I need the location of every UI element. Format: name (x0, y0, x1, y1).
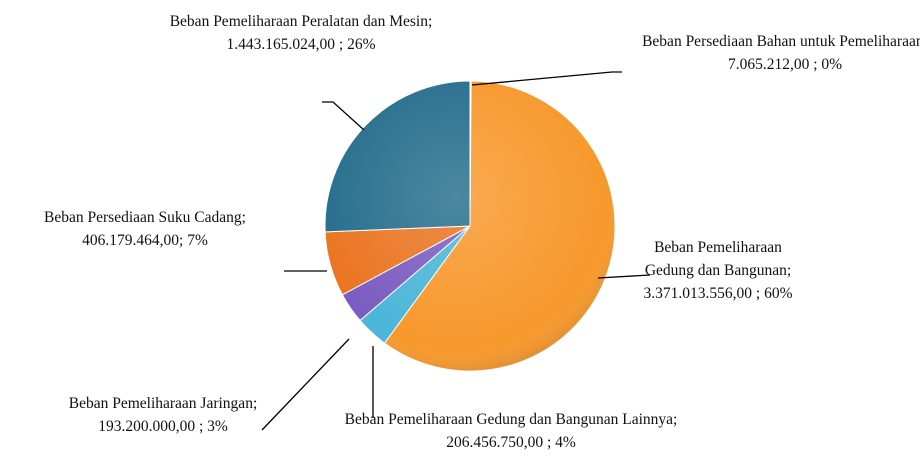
category-name: Beban Pemeliharaan Gedung dan Bangunan (644, 239, 787, 279)
value-label: ; 3.371.013.556,00 ; 60% (643, 262, 793, 302)
data-label: Beban Pemeliharaan Gedung dan Bangunan; … (640, 236, 796, 305)
category-name: Beban Persediaan Suku Cadang (44, 209, 242, 226)
leader-line (471, 71, 622, 86)
category-name: Beban Pemeliharaan Jaringan (68, 395, 253, 412)
value-label: ; 7.065.212,00 ; 0% (727, 56, 843, 73)
leader-line (322, 101, 365, 131)
data-label: Beban Pemeliharaan Peralatan dan Mesin; … (146, 10, 456, 56)
category-name: Beban Pemeliharaan Peralatan dan Mesin (169, 13, 428, 30)
category-name: Beban Pemeliharaan Gedung dan Bangunan L… (344, 411, 674, 428)
value-label: ; 193.200.000,00 ; 3% (98, 395, 258, 435)
leader-line (261, 338, 350, 431)
value-label: ; 206.456.750,00 ; 4% (446, 411, 678, 451)
pie-slice (324, 80, 471, 233)
data-label: Beban Pemeliharaan Jaringan; 193.200.000… (58, 392, 268, 438)
value-label: ; 1.443.165.024,00 ; 26% (226, 13, 433, 53)
data-label: Beban Pemeliharaan Gedung dan Bangunan L… (344, 408, 678, 454)
data-label: Beban Persediaan Suku Cadang; 406.179.46… (0, 206, 290, 252)
leader-lines (261, 71, 651, 431)
leader-line (597, 274, 651, 279)
data-label: Beban Persediaan Bahan untuk Pemeliharaa… (640, 30, 920, 76)
value-label: ; 406.179.464,00; 7% (82, 209, 246, 249)
category-name: Beban Persediaan Bahan untuk Pemeliharaa… (642, 33, 920, 50)
slices (324, 80, 616, 372)
